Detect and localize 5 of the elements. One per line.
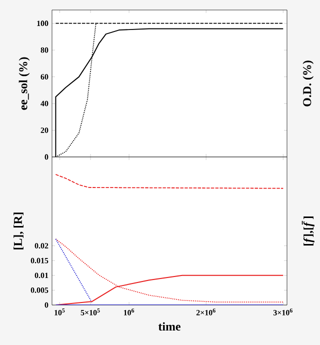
y-axis-title: ee_sol (%): [18, 57, 30, 110]
y2-axis-title: O.D. (%): [302, 60, 314, 106]
y-axis-title: [L], [R]: [14, 212, 24, 250]
y2-axis-title: [f],[f̄]: [302, 216, 314, 246]
x-axis-title: time: [158, 322, 180, 331]
